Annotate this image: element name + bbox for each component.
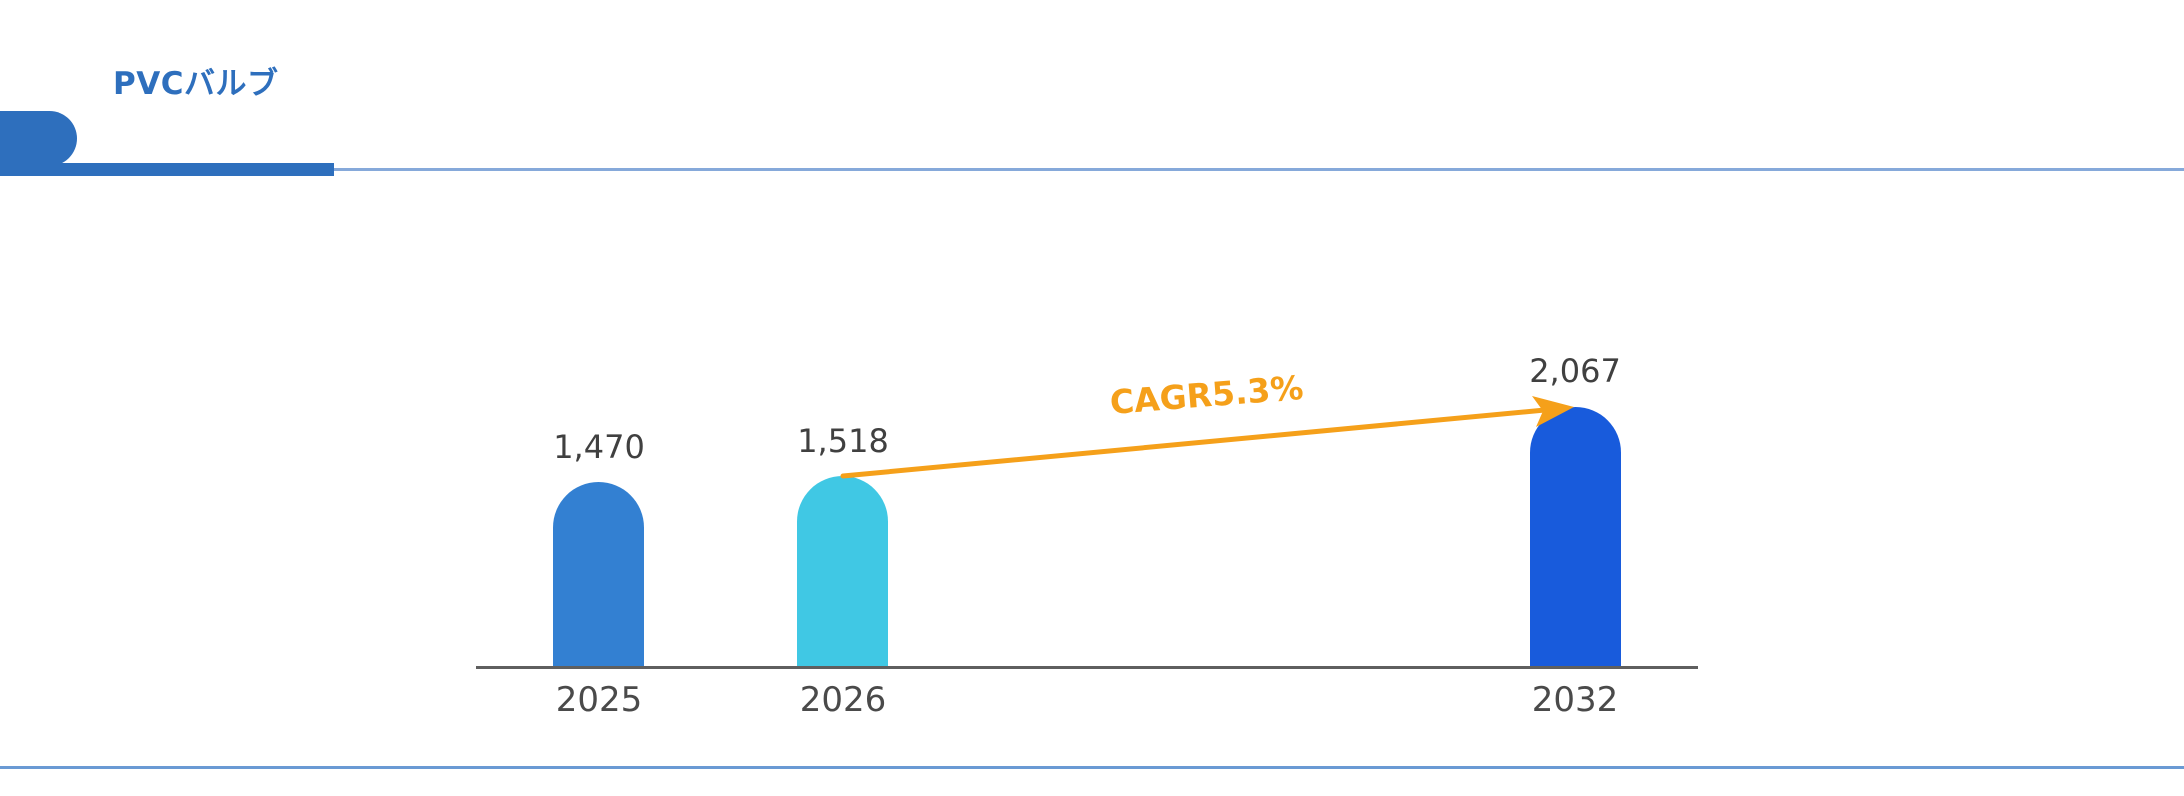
category-label-2032: 2032 [1531,680,1619,720]
x-axis-line [476,666,1698,669]
category-label-2025: 2025 [555,680,643,720]
bar-2026 [797,476,888,668]
cagr-label: CAGR5.3% [1108,367,1305,422]
value-label-2025: 1,470 [553,428,645,466]
footer-divider-line [0,766,2184,769]
header-divider-line [334,168,2184,171]
header-tab-decoration [0,111,77,166]
category-label-2026: 2026 [799,680,887,720]
bar-2025 [553,482,644,668]
header-thick-underline [0,163,334,176]
page-title: PVCバルブ [113,66,279,102]
value-label-2026: 1,518 [797,422,889,460]
bar-2032 [1530,407,1621,668]
value-label-2032: 2,067 [1529,352,1621,390]
